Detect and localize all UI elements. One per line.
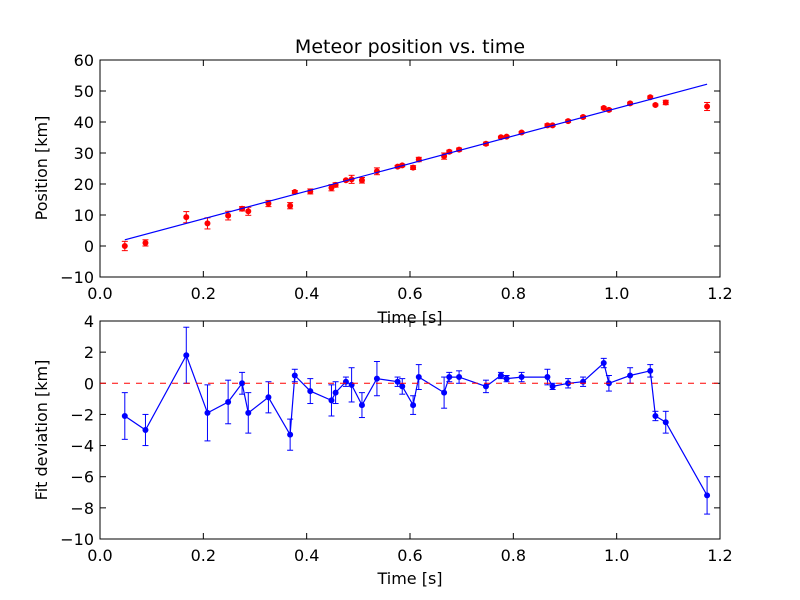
data-point — [328, 397, 335, 404]
y-tick-label: −10 — [60, 268, 94, 287]
data-point — [142, 239, 149, 246]
data-point — [287, 202, 294, 209]
y-tick-label: −4 — [70, 437, 94, 456]
data-point — [394, 378, 401, 385]
x-tick-label: 1.0 — [604, 284, 629, 303]
data-point — [225, 212, 232, 219]
data-point — [183, 214, 190, 221]
data-point — [544, 374, 551, 381]
x-tick-label: 0.2 — [191, 546, 216, 565]
data-point — [415, 374, 422, 381]
x-tick-label: 1.2 — [707, 546, 732, 565]
data-point — [704, 492, 711, 499]
y-tick-label: 20 — [74, 175, 94, 194]
data-point — [204, 409, 211, 416]
y-tick-label: 30 — [74, 144, 94, 163]
data-point — [503, 375, 510, 382]
y-tick-label: −2 — [70, 405, 94, 424]
x-tick-label: 0.6 — [397, 284, 422, 303]
y-tick-label: −6 — [70, 468, 94, 487]
x-axis-label: Time [s] — [376, 569, 442, 588]
data-point — [225, 398, 232, 405]
data-point — [245, 208, 252, 215]
data-point — [652, 412, 659, 419]
x-tick-label: 0.4 — [294, 284, 319, 303]
data-point — [239, 380, 246, 387]
y-tick-label: 4 — [84, 312, 94, 331]
data-point — [647, 367, 654, 374]
x-tick-label: 0.8 — [501, 546, 526, 565]
data-point — [549, 383, 556, 390]
data-point — [482, 383, 489, 390]
x-tick-label: 1.2 — [707, 284, 732, 303]
x-tick-label: 0.0 — [87, 546, 112, 565]
y-tick-label: −10 — [60, 530, 94, 549]
data-point — [600, 105, 607, 112]
data-point — [627, 372, 634, 379]
data-point — [662, 419, 669, 426]
data-point — [456, 374, 463, 381]
fit-line — [124, 83, 708, 241]
data-point — [518, 374, 525, 381]
data-point — [265, 394, 272, 401]
data-point — [704, 103, 711, 110]
data-point — [600, 360, 607, 367]
data-point — [358, 402, 365, 409]
y-tick-label: 40 — [74, 113, 94, 132]
x-tick-label: 0.2 — [191, 284, 216, 303]
x-tick-label: 0.6 — [397, 546, 422, 565]
y-tick-label: 2 — [84, 343, 94, 362]
data-point — [245, 409, 252, 416]
data-point — [121, 412, 128, 419]
x-tick-label: 1.0 — [604, 546, 629, 565]
x-tick-label: 0.8 — [501, 284, 526, 303]
data-point — [121, 243, 128, 249]
y-tick-label: 0 — [84, 237, 94, 256]
y-axis-label: Fit deviation [km] — [32, 360, 51, 501]
y-tick-label: −8 — [70, 499, 94, 518]
data-point — [399, 383, 406, 390]
data-point — [291, 372, 298, 379]
data-point — [441, 389, 448, 396]
data-point — [307, 388, 314, 395]
y-axis-label: Position [km] — [32, 116, 51, 221]
data-point — [373, 375, 380, 382]
y-tick-label: 10 — [74, 206, 94, 225]
data-point — [183, 352, 190, 359]
x-tick-label: 0.0 — [87, 284, 112, 303]
data-point — [662, 99, 669, 106]
x-tick-label: 0.4 — [294, 546, 319, 565]
position-plot: Meteor position vs. time Time [s] Positi… — [32, 36, 733, 327]
y-tick-label: 0 — [84, 374, 94, 393]
y-tick-label: 60 — [74, 51, 94, 70]
data-point — [410, 402, 417, 409]
data-point — [497, 372, 504, 379]
data-point — [287, 431, 294, 438]
chart-title: Meteor position vs. time — [295, 36, 525, 58]
data-point — [652, 101, 659, 108]
data-point — [142, 427, 149, 433]
data-point — [204, 220, 211, 227]
data-point — [446, 374, 453, 381]
x-axis-label: Time [s] — [376, 308, 442, 327]
data-point — [358, 177, 365, 184]
deviation-plot: Time [s] Fit deviation [km] 0.0 0.2 0.4 0.6… — [32, 312, 733, 588]
data-point — [332, 389, 339, 396]
y-tick-label: 50 — [74, 82, 94, 101]
data-point — [328, 184, 335, 191]
data-point — [410, 164, 417, 171]
